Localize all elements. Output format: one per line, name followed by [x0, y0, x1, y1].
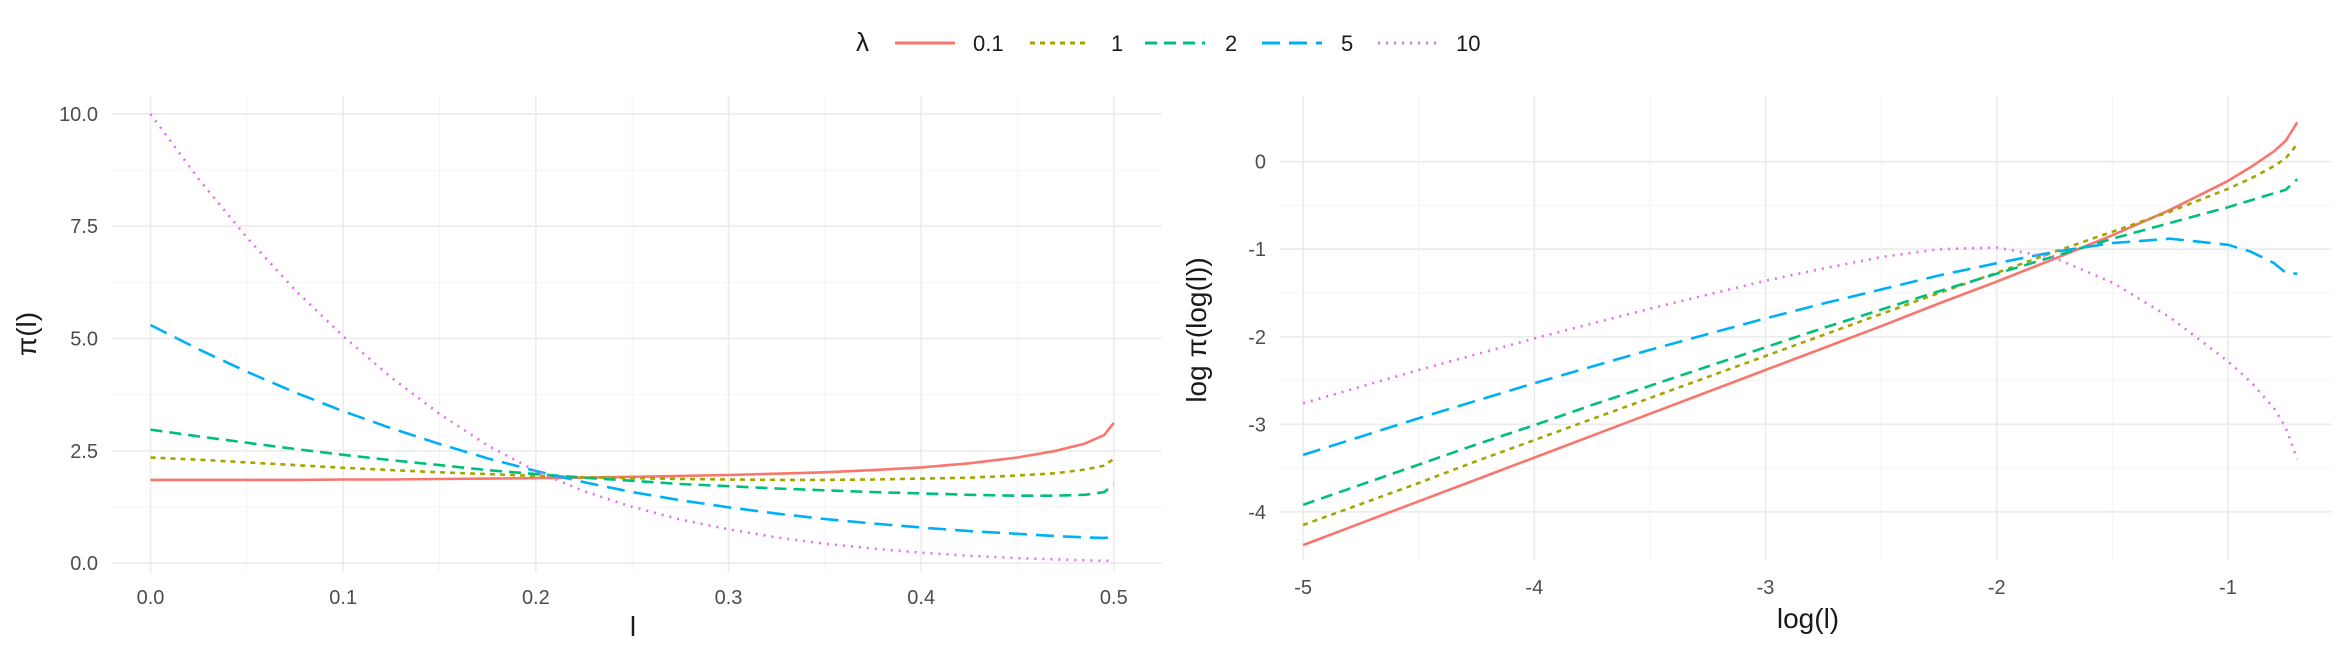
left-series-lambda-0.1 [150, 422, 1115, 482]
right-panel: -5 -4 -3 -2 -1 -4 -3 -2 -1 0 log(l) log π(log(l)… [1181, 96, 2332, 634]
left-x-tick-label: 0.1 [329, 587, 357, 609]
left-y-tick-label: 2.5 [70, 441, 98, 463]
left-series-lambda-1 [150, 456, 1115, 482]
left-series [149, 113, 1115, 563]
right-grid [1280, 96, 2332, 560]
right-series-lambda-5 [1302, 237, 2298, 457]
left-panel: 0.0 0.1 0.2 0.3 0.4 0.5 0.0 2.5 5.0 7.5 10.0 l π(… [11, 96, 1162, 642]
legend-title: λ [856, 27, 869, 57]
right-y-tick-label: -3 [1248, 414, 1266, 436]
left-x-tick-label: 0.3 [715, 587, 743, 609]
right-series-lambda-2 [1302, 178, 2299, 507]
legend-label-1: 1 [1111, 31, 1123, 56]
left-y-ticks: 0.0 2.5 5.0 7.5 10.0 [59, 104, 98, 575]
left-grid [112, 96, 1162, 572]
legend-item-5: 5 [1262, 31, 1353, 56]
right-x-axis-title: log(l) [1777, 603, 1839, 634]
legend-item-1: 1 [1030, 31, 1123, 56]
left-y-tick-label: 5.0 [70, 328, 98, 350]
left-x-tick-label: 0.0 [137, 587, 165, 609]
left-series-lambda-2 [150, 428, 1115, 498]
right-y-tick-label: 0 [1255, 152, 1266, 174]
right-y-ticks: -4 -3 -2 -1 0 [1248, 152, 1266, 524]
left-y-tick-label: 7.5 [70, 216, 98, 238]
legend-label-0.1: 0.1 [973, 31, 1004, 56]
right-series [1302, 121, 2299, 547]
left-y-tick-label: 10.0 [59, 104, 98, 126]
right-series-lambda-1 [1302, 143, 2299, 527]
left-x-tick-label: 0.2 [522, 587, 550, 609]
right-x-tick-label: -5 [1294, 577, 1312, 599]
left-x-ticks: 0.0 0.1 0.2 0.3 0.4 0.5 [137, 587, 1128, 609]
left-y-tick-label: 0.0 [70, 553, 98, 575]
legend: λ 0.1 1 2 5 10 [856, 27, 1480, 57]
right-y-axis-title: log π(log(l)) [1181, 257, 1212, 402]
right-y-tick-label: -2 [1248, 327, 1266, 349]
right-series-lambda-10 [1302, 246, 2299, 460]
left-y-axis-title: π(l) [11, 312, 42, 356]
right-x-tick-label: -1 [2219, 577, 2237, 599]
legend-label-5: 5 [1341, 31, 1353, 56]
right-x-tick-label: -4 [1525, 577, 1543, 599]
left-series-lambda-5 [149, 323, 1114, 540]
left-x-tick-label: 0.5 [1100, 587, 1128, 609]
left-x-axis-title: l [630, 611, 636, 642]
legend-label-10: 10 [1456, 31, 1480, 56]
left-x-tick-label: 0.4 [907, 587, 935, 609]
right-x-tick-label: -2 [1988, 577, 2006, 599]
legend-item-10: 10 [1378, 31, 1480, 56]
legend-label-2: 2 [1225, 31, 1237, 56]
legend-item-0.1: 0.1 [895, 31, 1004, 56]
right-series-lambda-0.1 [1302, 121, 2299, 547]
right-y-tick-label: -1 [1248, 239, 1266, 261]
right-y-tick-label: -4 [1248, 502, 1266, 524]
right-x-ticks: -5 -4 -3 -2 -1 [1294, 577, 2237, 599]
right-x-tick-label: -3 [1757, 577, 1775, 599]
left-series-lambda-10 [149, 113, 1114, 563]
legend-item-2: 2 [1145, 31, 1237, 56]
